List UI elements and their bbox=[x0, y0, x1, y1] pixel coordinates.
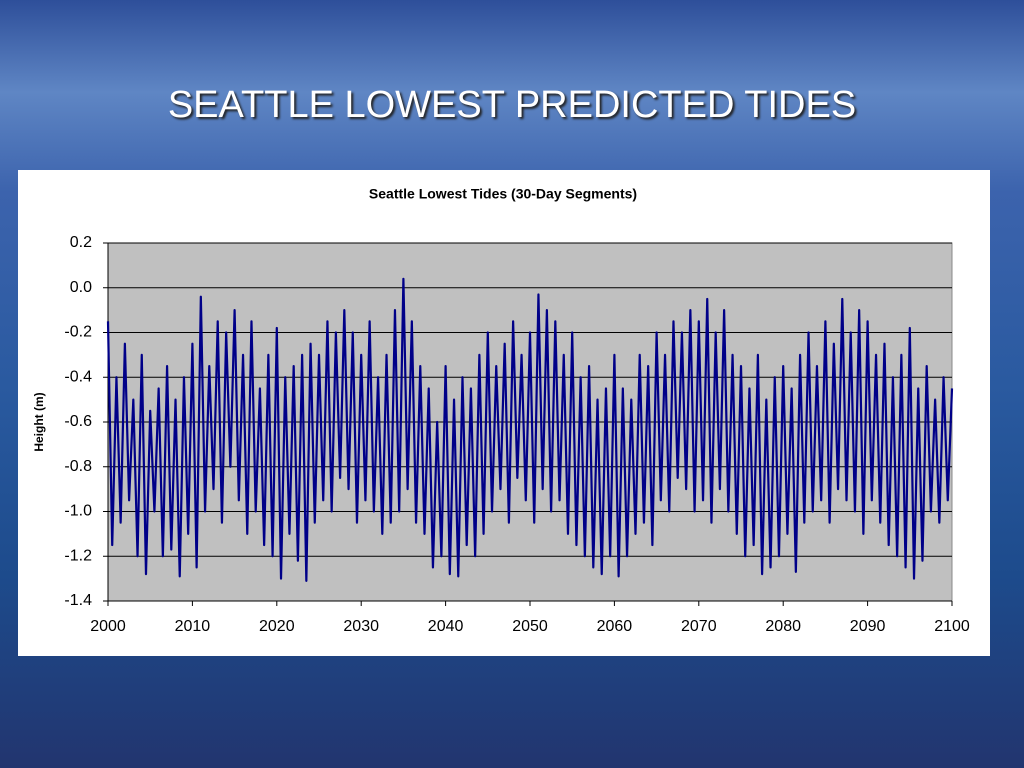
x-tick-label: 2010 bbox=[175, 618, 211, 635]
y-tick-label: -1.4 bbox=[64, 592, 92, 609]
y-tick-label: 0.0 bbox=[70, 279, 92, 296]
chart-title: Seattle Lowest Tides (30-Day Segments) bbox=[369, 186, 637, 202]
y-tick-label: -0.8 bbox=[64, 458, 92, 475]
x-tick-label: 2030 bbox=[343, 618, 379, 635]
x-tick-label: 2080 bbox=[765, 618, 801, 635]
x-tick-label: 2100 bbox=[934, 618, 970, 635]
y-tick-label: -0.6 bbox=[64, 413, 92, 430]
y-tick-label: -0.4 bbox=[64, 368, 92, 385]
x-tick-label: 2090 bbox=[850, 618, 886, 635]
x-tick-label: 2060 bbox=[597, 618, 633, 635]
data-line bbox=[106, 277, 954, 582]
x-tick-label: 2000 bbox=[90, 618, 126, 635]
y-tick-label: -1.2 bbox=[64, 547, 92, 564]
x-tick-label: 2070 bbox=[681, 618, 717, 635]
y-tick-label: -0.2 bbox=[64, 324, 92, 341]
x-tick-label: 2050 bbox=[512, 618, 548, 635]
y-tick-label: 0.2 bbox=[70, 234, 92, 251]
y-axis-label: Height (m) bbox=[32, 392, 46, 451]
x-tick-label: 2020 bbox=[259, 618, 295, 635]
y-tick-label: -1.0 bbox=[64, 503, 92, 520]
x-tick-label: 2040 bbox=[428, 618, 464, 635]
slide-title: SEATTLE LOWEST PREDICTED TIDES bbox=[167, 84, 857, 126]
